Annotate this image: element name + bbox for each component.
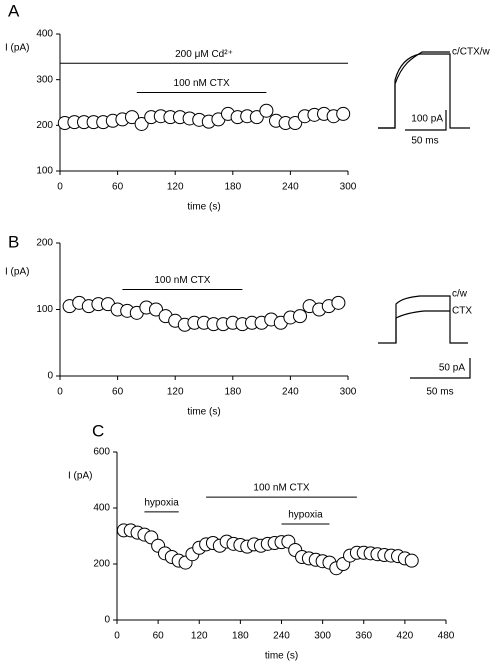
data-point bbox=[149, 302, 163, 317]
x-tick-label: 180 bbox=[232, 631, 249, 642]
panel-label: C bbox=[92, 421, 104, 440]
inset-traces bbox=[378, 51, 471, 379]
y-tick-label: 600 bbox=[93, 447, 110, 458]
y-tick-label: 200 bbox=[36, 120, 53, 131]
x-tick-label: 180 bbox=[224, 387, 241, 398]
scale-bar bbox=[410, 358, 471, 379]
trace bbox=[395, 310, 450, 343]
data-point bbox=[293, 309, 307, 324]
trace-label: CTX bbox=[452, 306, 472, 317]
y-tick-label: 100 bbox=[36, 304, 53, 315]
annotation-label: hypoxia bbox=[288, 510, 323, 521]
x-tick-label: 120 bbox=[191, 631, 208, 642]
y-tick-label: 0 bbox=[104, 615, 110, 626]
panel-label: A bbox=[8, 1, 20, 20]
y-tick-label: 100 bbox=[36, 166, 53, 177]
x-axis-label: time (s) bbox=[187, 202, 220, 213]
trace bbox=[378, 295, 468, 344]
data-point bbox=[404, 553, 419, 568]
x-tick-label: 240 bbox=[282, 387, 299, 398]
trace-label: c/w bbox=[452, 289, 468, 300]
annotation-label: 200 μM Cd²⁺ bbox=[175, 49, 233, 60]
scale-bar-label: 50 ms bbox=[411, 136, 438, 147]
x-tick-label: 120 bbox=[167, 182, 184, 193]
x-tick-label: 180 bbox=[224, 182, 241, 193]
y-tick-label: 300 bbox=[36, 74, 53, 85]
annotation-label: 100 nM CTX bbox=[253, 483, 309, 494]
data-point bbox=[331, 295, 346, 310]
y-tick-label: 400 bbox=[93, 503, 110, 514]
x-tick-label: 60 bbox=[112, 182, 124, 193]
y-axis-label: I (pA) bbox=[5, 267, 29, 278]
x-tick-label: 240 bbox=[273, 631, 290, 642]
data-point bbox=[249, 110, 264, 125]
x-axis-label: time (s) bbox=[265, 651, 298, 662]
panel-label: B bbox=[8, 232, 19, 251]
x-tick-label: 300 bbox=[340, 387, 357, 398]
annotation-label: 100 nM CTX bbox=[154, 275, 210, 286]
annotation-label: hypoxia bbox=[144, 498, 179, 509]
data-point bbox=[336, 106, 351, 121]
data-point bbox=[125, 110, 139, 125]
x-tick-label: 0 bbox=[57, 387, 63, 398]
x-tick-label: 360 bbox=[355, 631, 372, 642]
data-point bbox=[288, 116, 303, 131]
trace bbox=[378, 51, 450, 129]
y-tick-label: 200 bbox=[93, 559, 110, 570]
x-tick-label: 420 bbox=[397, 631, 414, 642]
data-point bbox=[134, 116, 149, 131]
x-tick-label: 0 bbox=[114, 631, 120, 642]
x-tick-label: 300 bbox=[340, 182, 357, 193]
x-axis-label: time (s) bbox=[187, 407, 220, 418]
x-tick-label: 480 bbox=[438, 631, 455, 642]
data-point bbox=[259, 103, 274, 118]
y-tick-label: 400 bbox=[36, 29, 53, 40]
annotation-label: 100 nM CTX bbox=[174, 78, 230, 89]
x-tick-label: 120 bbox=[167, 387, 184, 398]
scale-bar-label: 50 pA bbox=[439, 363, 465, 374]
x-tick-label: 0 bbox=[57, 182, 63, 193]
x-tick-label: 60 bbox=[112, 387, 124, 398]
y-tick-label: 0 bbox=[47, 371, 53, 382]
scale-bar-label: 100 pA bbox=[411, 114, 443, 125]
x-tick-label: 300 bbox=[314, 631, 331, 642]
y-axis-label: I (pA) bbox=[5, 43, 29, 54]
scale-bar-label: 50 ms bbox=[426, 387, 453, 398]
trace-label: c/CTX/w bbox=[452, 47, 491, 58]
scale-bar bbox=[405, 110, 447, 131]
x-tick-label: 240 bbox=[282, 182, 299, 193]
y-axis-label: I (pA) bbox=[68, 471, 92, 482]
trace bbox=[378, 53, 470, 129]
y-tick-label: 200 bbox=[36, 238, 53, 249]
x-tick-label: 60 bbox=[153, 631, 165, 642]
